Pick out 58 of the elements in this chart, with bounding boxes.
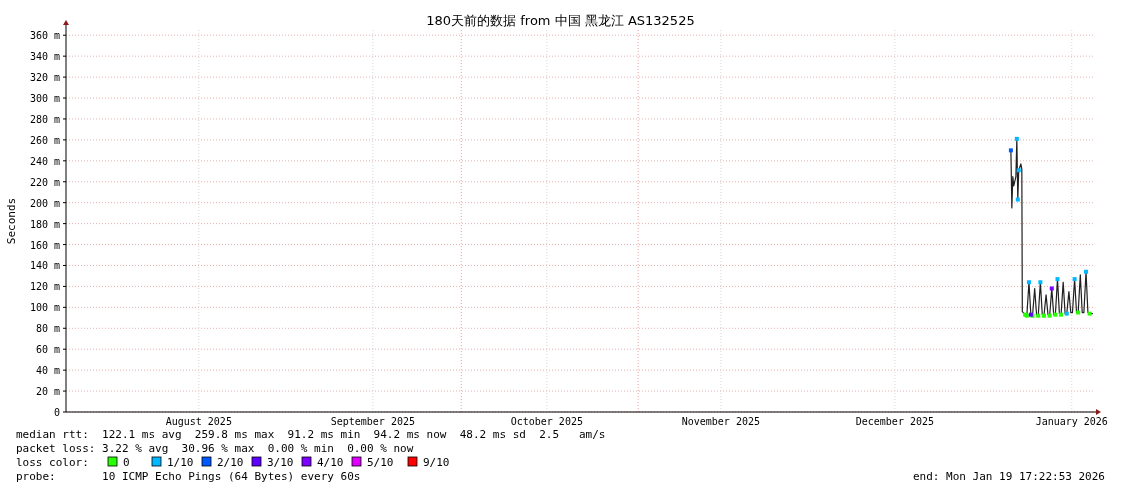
y-tick-label: 0 (53, 407, 60, 418)
point (1014, 136, 1019, 141)
point (1038, 280, 1043, 285)
legend-label: 5/10 (367, 456, 394, 469)
point (1047, 313, 1052, 318)
text: median rtt: 122.1 ms avg 259.8 ms max 91.2 ms min 94.2 ms now 48.2 ms sd 2.5 am/s (16, 428, 606, 441)
y-tick-label: 40 m (35, 365, 60, 377)
point (1084, 269, 1089, 274)
x-tick-label: January 2026 (1035, 416, 1108, 427)
legend-label: 4/10 (317, 456, 344, 469)
point (1087, 311, 1092, 316)
y-tick-label: 240 m (29, 155, 60, 167)
legend-label: 1/10 (167, 456, 194, 469)
x-tick-label: October 2025 (510, 416, 583, 427)
legend-label: 3/10 (267, 456, 294, 469)
point (1053, 312, 1058, 317)
y-tick-label: 100 m (29, 302, 60, 314)
legend-title: loss color: (16, 456, 89, 469)
y-tick-label: 120 m (29, 281, 60, 293)
y-tick-label: 220 m (29, 176, 60, 188)
x-tick-label: September 2025 (330, 416, 415, 427)
point (1016, 168, 1021, 173)
line-series (1010, 138, 1094, 317)
point (1072, 277, 1077, 282)
y-tick-label: 320 m (29, 72, 60, 84)
legend-label: 2/10 (217, 456, 244, 469)
y-tick-label: 300 m (29, 93, 60, 105)
y-tick-label: 80 m (35, 323, 60, 335)
y-axis-title: Seconds (5, 197, 18, 245)
point (1008, 148, 1013, 153)
point (1036, 313, 1041, 318)
y-tick-label: 280 m (29, 113, 60, 125)
y-tick-label: 140 m (29, 260, 60, 272)
point (1041, 313, 1046, 318)
chart-title: 180天前的数据 from 中国 黑龙江 AS132525 (426, 13, 695, 28)
legend-label: 0 (123, 456, 130, 469)
y-tick-label: 200 m (29, 197, 60, 209)
legend-label: 9/10 (423, 456, 450, 469)
point (1049, 286, 1054, 291)
y-tick-label: 60 m (35, 344, 60, 356)
text: probe: 10 ICMP Echo Pings (64 Bytes) every 60s (16, 470, 361, 483)
y-tick-label: 160 m (29, 239, 60, 251)
point (1055, 277, 1060, 282)
y-tick-label: 180 m (29, 218, 60, 230)
point (1015, 197, 1020, 202)
y-tick-label: 340 m (29, 51, 60, 63)
point (1064, 311, 1069, 316)
point (1076, 310, 1081, 315)
y-tick-label: 360 m (29, 30, 60, 42)
y-tick-label: 260 m (29, 134, 60, 146)
text: packet loss: 3.22 % avg 30.96 % max 0.00 % min 0.00 % now (16, 442, 414, 455)
y-tick-label: 20 m (35, 386, 60, 398)
point (1026, 280, 1031, 285)
x-tick-label: December 2025 (855, 416, 935, 427)
point (1059, 312, 1064, 317)
text: end: Mon Jan 19 17:22:53 2026 (912, 470, 1105, 483)
x-tick-label: November 2025 (681, 416, 760, 427)
x-tick-label: August 2025 (165, 416, 232, 427)
